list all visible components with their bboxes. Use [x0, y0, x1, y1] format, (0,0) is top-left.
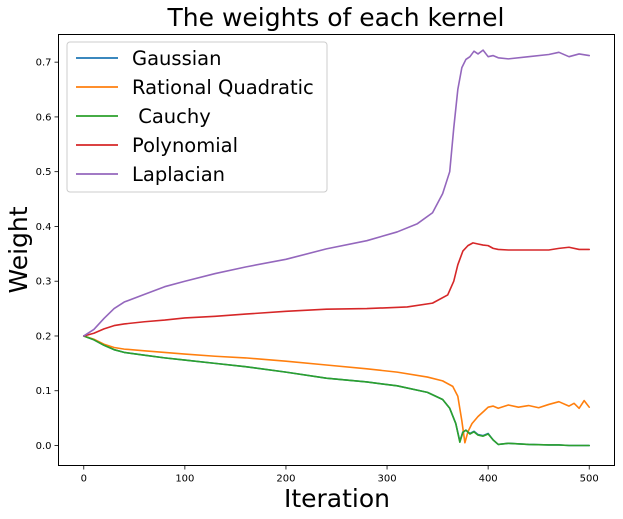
- legend-label-3: Polynomial: [132, 134, 238, 157]
- y-tick-label-2: 0.2: [36, 331, 52, 342]
- x-tick-label-4: 400: [479, 474, 498, 485]
- series-line-4: [82, 49, 591, 337]
- x-tick-label-0: 0: [81, 474, 87, 485]
- y-tick-label-7: 0.7: [36, 58, 52, 69]
- y-axis-ticks: 0.0 0.1 0.2 0.3 0.4 0.5 0.6 0.7: [36, 58, 59, 452]
- series-line-3: [82, 242, 591, 337]
- x-tick-label-1: 100: [175, 474, 194, 485]
- y-tick-label-3: 0.3: [36, 277, 52, 288]
- x-tick-label-3: 300: [377, 474, 396, 485]
- x-tick-label-2: 200: [276, 474, 295, 485]
- x-tick-label-5: 500: [580, 474, 599, 485]
- legend-label-0: Gaussian: [132, 47, 221, 70]
- series-line-2: [82, 335, 591, 447]
- legend: Gaussian Rational Quadratic Cauchy Polynom…: [66, 41, 328, 193]
- series-line-1: [82, 335, 591, 444]
- plot-frame: [58, 34, 615, 466]
- legend-box: [66, 41, 328, 193]
- y-tick-label-5: 0.5: [36, 167, 52, 178]
- plot-series: [82, 49, 591, 447]
- y-tick-label-6: 0.6: [36, 112, 52, 123]
- y-tick-label-1: 0.1: [36, 386, 52, 397]
- legend-label-1: Rational Quadratic: [132, 76, 314, 99]
- legend-label-4: Laplacian: [132, 163, 225, 186]
- x-axis-ticks: 0 100 200 300 400 500: [81, 465, 599, 485]
- y-tick-label-0: 0.0: [36, 441, 52, 452]
- x-axis-label: Iteration: [284, 484, 390, 513]
- y-axis-label: Weight: [4, 206, 33, 293]
- chart-title: The weights of each kernel: [167, 3, 505, 32]
- legend-label-2: Cauchy: [132, 105, 211, 128]
- y-tick-label-4: 0.4: [36, 222, 52, 233]
